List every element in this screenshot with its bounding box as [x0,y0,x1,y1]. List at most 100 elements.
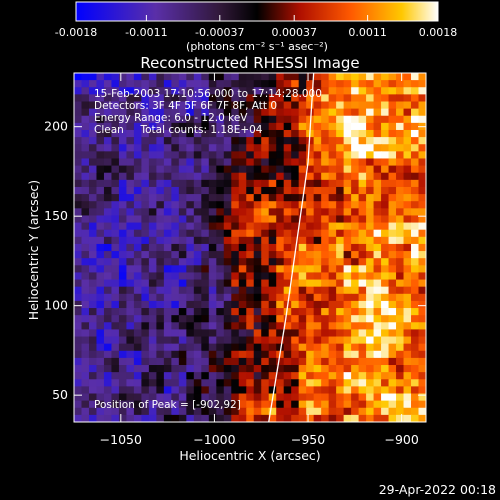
heatmap-cell [141,73,150,81]
heatmap-cell [171,329,180,338]
heatmap-cell [96,400,105,409]
heatmap-cell [261,165,270,174]
heatmap-cell [306,186,315,195]
heatmap-cell [388,151,397,160]
heatmap-cell [343,251,352,259]
heatmap-cell [253,279,262,288]
heatmap-cell [163,251,172,259]
heatmap-cell [238,208,247,217]
heatmap-cell [111,300,120,309]
heatmap-cell [208,243,217,252]
heatmap-cell [336,215,345,224]
heatmap-cell [418,372,426,380]
heatmap-cell [163,215,172,224]
heatmap-cell [74,258,83,266]
heatmap-cell [373,144,382,152]
heatmap-cell [216,87,225,95]
heatmap-cell [193,151,202,160]
heatmap-cell [306,414,315,422]
heatmap-cell [133,201,142,209]
heatmap-cell [411,308,420,316]
heatmap-cell [231,194,240,202]
heatmap-cell [358,386,367,395]
heatmap-cell [343,172,352,181]
heatmap-cell [261,115,270,124]
heatmap-cell [328,215,337,224]
heatmap-cell [178,101,187,110]
heatmap-cell [373,101,382,110]
heatmap-cell [171,151,180,160]
heatmap-cell [148,243,157,252]
heatmap-cell [193,343,202,352]
heatmap-cell [291,165,300,174]
heatmap-cell [268,336,277,345]
heatmap-cell [238,372,247,380]
heatmap-cell [336,80,345,88]
heatmap-cell [283,137,292,145]
heatmap-cell [193,201,202,209]
heatmap-cell [246,115,255,124]
heatmap-cell [186,73,195,81]
heatmap-cell [231,222,240,231]
heatmap-cell [298,80,307,88]
heatmap-cell [111,215,120,224]
heatmap-cell [126,201,135,209]
heatmap-cell [373,87,382,95]
heatmap-cell [298,222,307,231]
heatmap-cell [328,293,337,302]
heatmap-cell [411,393,420,402]
heatmap-cell [141,357,150,366]
heatmap-cell [103,329,113,338]
heatmap-cell [366,372,375,380]
heatmap-cell [126,115,135,124]
heatmap-cell [118,101,128,110]
heatmap-cell [201,386,210,395]
heatmap-cell [103,222,113,231]
heatmap-cell [321,308,330,316]
heatmap-cell [321,336,330,345]
heatmap-cell [111,73,120,81]
heatmap-cell [418,279,426,288]
heatmap-cell [321,386,330,395]
heatmap-cell [411,208,420,217]
heatmap-cell [156,286,165,295]
heatmap-cell [268,379,277,387]
heatmap-cell [268,122,277,131]
heatmap-cell [283,80,292,88]
heatmap-cell [111,379,120,387]
heatmap-cell [313,350,322,359]
heatmap-cell [223,137,232,145]
heatmap-cell [253,115,262,124]
heatmap-cell [201,73,210,81]
heatmap-cell [216,315,225,323]
heatmap-cell [351,101,360,110]
heatmap-cell [411,343,420,352]
heatmap-cell [306,222,315,231]
heatmap-cell [103,137,113,145]
heatmap-cell [238,272,247,281]
heatmap-cell [208,73,217,81]
heatmap-cell [351,414,360,422]
heatmap-cell [208,286,217,295]
heatmap-cell [306,279,315,288]
heatmap-cell [178,108,187,117]
heatmap-cell [156,308,165,316]
heatmap-cell [253,101,262,110]
heatmap-cell [306,393,315,402]
heatmap-cell [313,322,322,331]
heatmap-cell [141,165,150,174]
heatmap-cell [336,407,345,416]
heatmap-cell [373,315,382,323]
heatmap-cell [163,315,172,323]
heatmap-cell [358,336,367,345]
heatmap-cell [306,329,315,338]
heatmap-cell [328,115,337,124]
heatmap-cell [163,101,172,110]
heatmap-cell [186,293,195,302]
heatmap-cell [148,229,157,238]
heatmap-cell [231,308,240,316]
heatmap-cell [373,365,382,373]
heatmap-cell [366,122,375,131]
heatmap-cell [388,393,397,402]
heatmap-cell [133,386,142,395]
